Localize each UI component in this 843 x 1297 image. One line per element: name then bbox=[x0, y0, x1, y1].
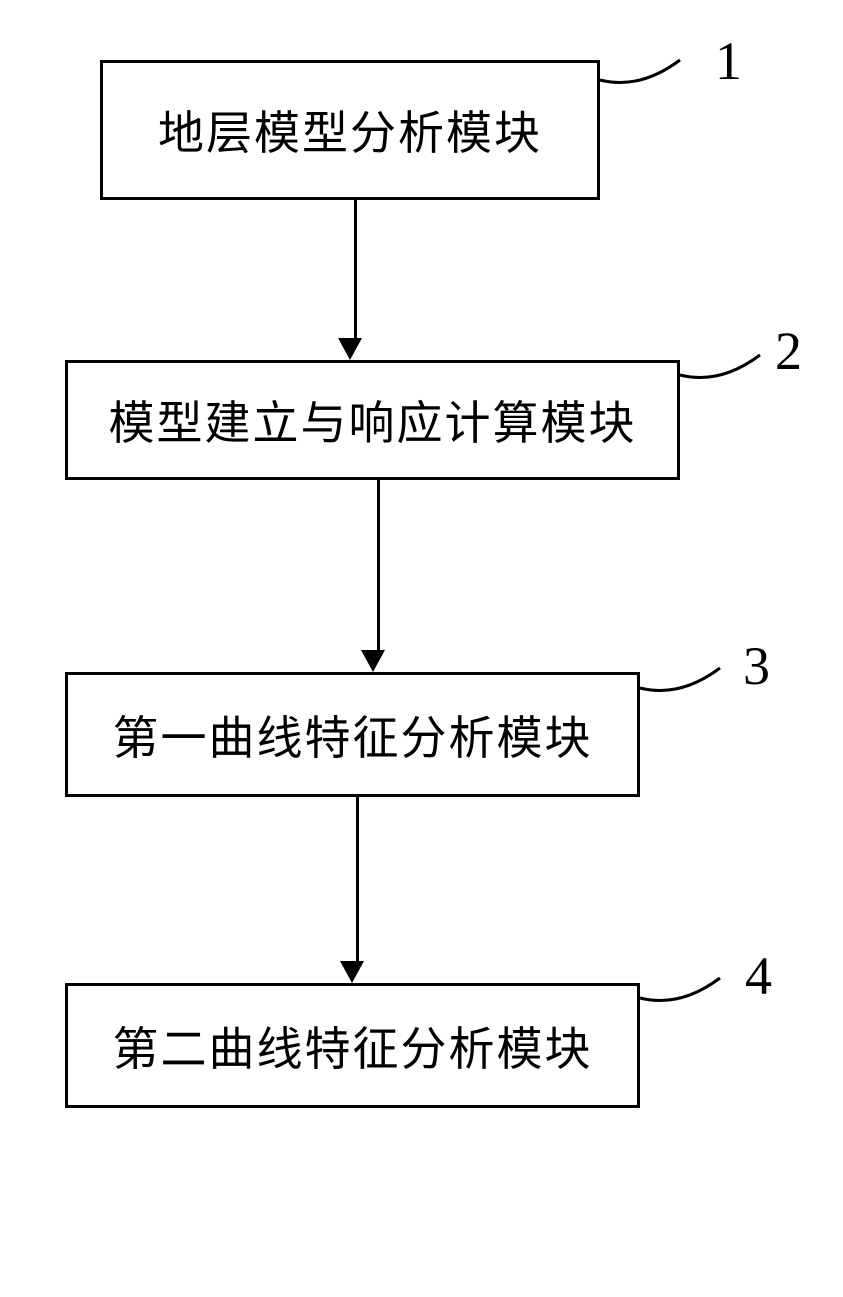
node-4-label: 第二曲线特征分析模块 bbox=[113, 1013, 593, 1079]
node-2-number: 2 bbox=[775, 320, 802, 382]
flowchart-container: 地层模型分析模块 1 模型建立与响应计算模块 2 第一曲线特征分析模块 3 bbox=[65, 60, 785, 1240]
node-2-label: 模型建立与响应计算模块 bbox=[109, 387, 637, 453]
node-1-number: 1 bbox=[715, 30, 742, 92]
flowchart-node-4: 第二曲线特征分析模块 bbox=[65, 983, 640, 1108]
arrow-1-to-2 bbox=[348, 200, 362, 360]
node-3-number: 3 bbox=[743, 635, 770, 697]
node-1-label: 地层模型分析模块 bbox=[158, 97, 542, 163]
flowchart-node-3: 第一曲线特征分析模块 bbox=[65, 672, 640, 797]
flowchart-node-2: 模型建立与响应计算模块 bbox=[65, 360, 680, 480]
flowchart-node-1: 地层模型分析模块 bbox=[100, 60, 600, 200]
connector-1 bbox=[600, 60, 730, 125]
node-4-number: 4 bbox=[745, 945, 772, 1007]
arrow-2-to-3 bbox=[371, 480, 385, 672]
arrow-head-icon bbox=[361, 650, 385, 672]
arrow-3-to-4 bbox=[350, 797, 364, 983]
node-3-label: 第一曲线特征分析模块 bbox=[113, 702, 593, 768]
arrow-head-icon bbox=[338, 338, 362, 360]
arrow-head-icon bbox=[340, 961, 364, 983]
